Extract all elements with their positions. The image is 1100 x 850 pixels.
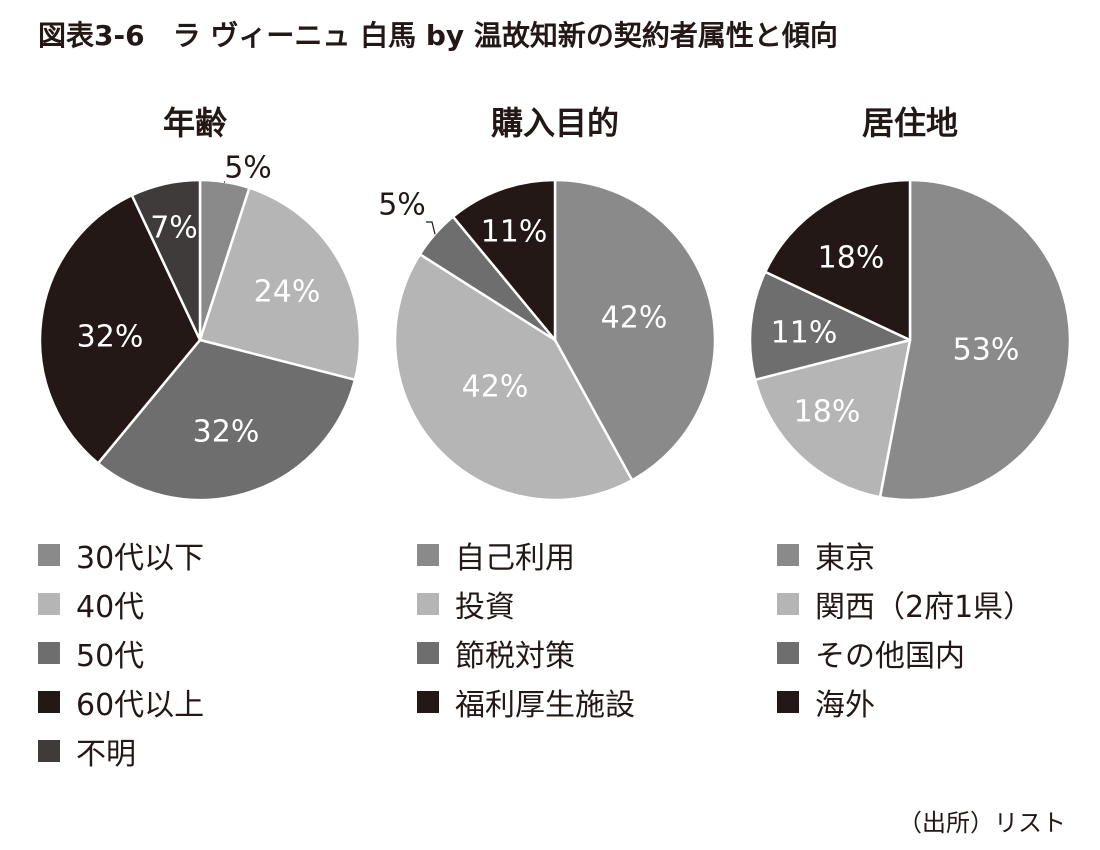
legend-label: 福利厚生施設: [455, 687, 635, 723]
legend-swatch: [38, 739, 60, 762]
legend-label: 不明: [76, 736, 136, 772]
legend-swatch: [38, 592, 60, 615]
value-label-purpose-tax-saving: 5%: [378, 188, 426, 223]
legend-swatch: [417, 641, 439, 664]
legend-label: 自己利用: [455, 540, 575, 576]
pie-slice-age-40s: [198, 186, 362, 382]
value-label-purpose-investment: 42%: [462, 370, 529, 405]
value-label-age-unknown: 7%: [150, 211, 198, 246]
legend-item-residence-kansai: 関西（2府1県）: [777, 579, 1033, 628]
value-label-age-40s: 24%: [254, 275, 321, 310]
legend-item-purpose-welfare: 福利厚生施設: [417, 677, 635, 726]
pie-slice-purpose-welfare: [451, 178, 557, 342]
legend-age: 30代以下 40代 50代 60代以上不明: [38, 530, 204, 775]
legend-label: 50代: [76, 638, 145, 674]
value-label-age-30s-or-less: 5%: [224, 151, 272, 186]
pie-title-purpose: 購入目的: [490, 104, 619, 142]
legend-swatch: [777, 690, 799, 713]
legend-label: 海外: [815, 687, 875, 723]
legend-item-purpose-investment: 投資: [417, 579, 635, 628]
value-label-residence-other-domestic: 11%: [771, 316, 838, 351]
legend-item-age-unknown: 不明: [38, 726, 204, 775]
legend-swatch: [38, 543, 60, 566]
pie-slice-age-50s: [96, 338, 357, 502]
legend-item-purpose-self-use: 自己利用: [417, 530, 635, 579]
legend-swatch: [777, 592, 799, 615]
leader-line-purpose-tax-saving: [426, 221, 436, 235]
pie-slice-residence-tokyo: [878, 178, 1072, 502]
legend-item-residence-other-domestic: その他国内: [777, 628, 1033, 677]
legend-item-residence-overseas: 海外: [777, 677, 1033, 726]
legend-label: その他国内: [815, 638, 965, 674]
legend-purpose: 自己利用投資節税対策福利厚生施設: [417, 530, 635, 726]
source-note: （出所）リスト: [898, 809, 1066, 837]
pie-slice-residence-other-domestic: [748, 270, 912, 382]
legend-label: 節税対策: [455, 638, 575, 674]
value-label-residence-tokyo: 53%: [953, 333, 1020, 368]
legend-swatch: [777, 543, 799, 566]
pie-slice-age-60s-plus: [38, 193, 202, 465]
pie-slice-residence-kansai: [753, 338, 912, 499]
legend-swatch: [417, 592, 439, 615]
legend-label: 東京: [815, 540, 875, 576]
legend-item-purpose-tax-saving: 節税対策: [417, 628, 635, 677]
legend-item-age-30s-or-less: 30代以下: [38, 530, 204, 579]
legend-label: 30代以下: [76, 540, 205, 576]
legend-item-residence-tokyo: 東京: [777, 530, 1033, 579]
value-label-age-60s-plus: 32%: [77, 320, 144, 355]
pie-slice-residence-overseas: [763, 178, 912, 342]
pie-slice-age-unknown: [130, 178, 202, 342]
legend-swatch: [417, 690, 439, 713]
legend-item-age-40s: 40代: [38, 579, 204, 628]
legend-swatch: [777, 641, 799, 664]
legend-label: 投資: [455, 589, 515, 625]
value-label-purpose-welfare: 11%: [481, 215, 548, 250]
pie-slice-purpose-investment: [393, 253, 634, 502]
legend-swatch: [417, 543, 439, 566]
legend-residence: 東京関西（2府1県） その他国内海外: [777, 530, 1033, 726]
legend-label: 60代以上: [76, 687, 205, 723]
legend-item-age-60s-plus: 60代以上: [38, 677, 204, 726]
pie-title-age: 年齢: [162, 104, 227, 142]
figure-title: 図表3-6 ラ ヴィーニュ 白馬 by 温故知新の契約者属性と傾向: [38, 19, 838, 52]
legend-swatch: [38, 641, 60, 664]
value-label-age-50s: 32%: [193, 415, 260, 450]
value-label-residence-overseas: 18%: [818, 241, 885, 276]
value-label-residence-kansai: 18%: [794, 395, 861, 430]
pie-title-residence: 居住地: [861, 104, 958, 142]
pie-slice-purpose-self-use: [553, 178, 717, 482]
legend-swatch: [38, 690, 60, 713]
value-label-purpose-self-use: 42%: [601, 301, 668, 336]
legend-label: 40代: [76, 589, 145, 625]
legend-item-age-50s: 50代: [38, 628, 204, 677]
legend-label: 関西（2府1県）: [815, 589, 1034, 625]
